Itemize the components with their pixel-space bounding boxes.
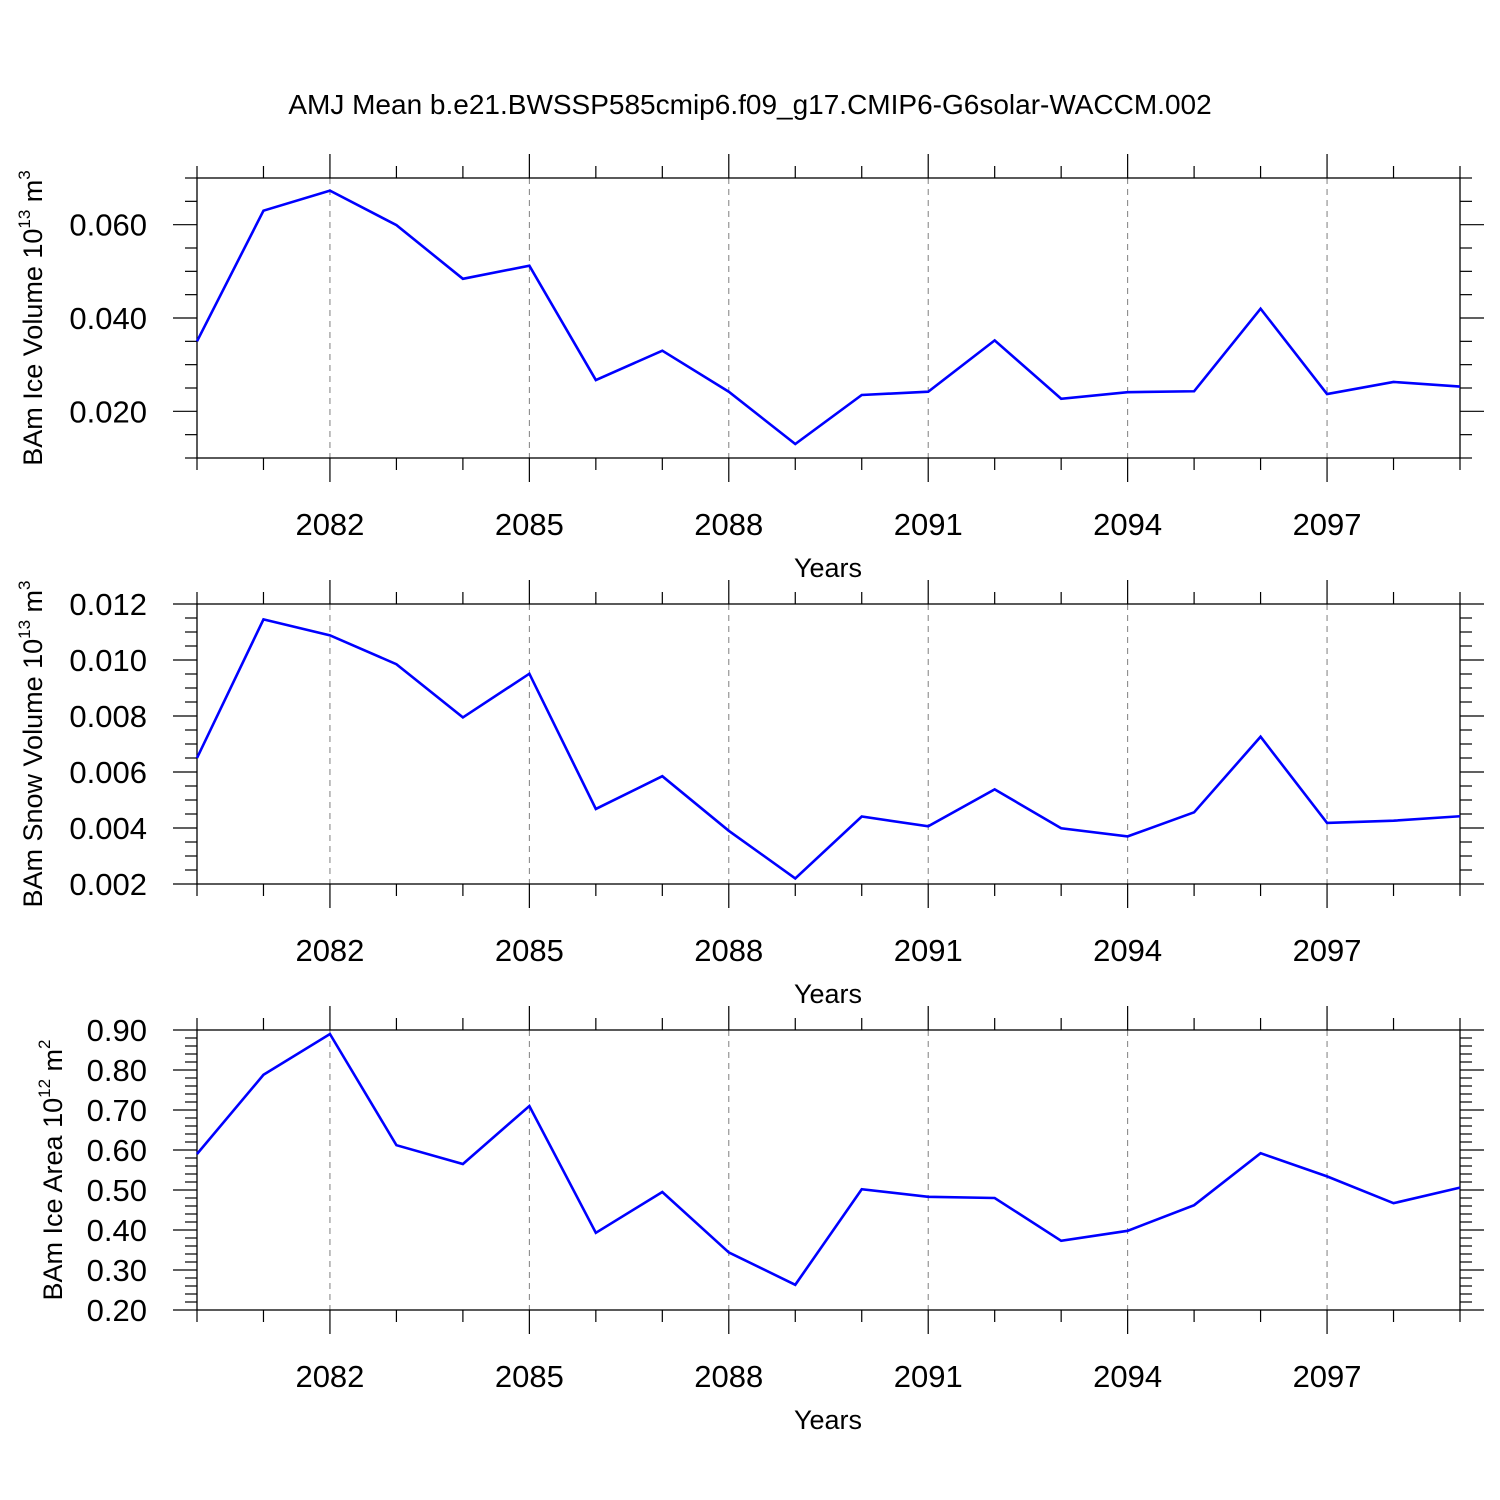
ice-area-x-tick-label: 2091 [894, 1359, 963, 1394]
snow-volume-plot: 0.002 0.004 0.006 0.008 0.010 0.012 2082 2085 20… [69, 580, 1484, 968]
snow-volume-x-tick-label: 2088 [694, 933, 763, 968]
ice-volume-plot: 0.020 0.040 0.060 2082 2085 2088 2091 2094 2097 [69, 154, 1484, 542]
snow-volume-y-tick-label: 0.004 [69, 811, 147, 846]
snow-volume-x-tick-label: 2097 [1293, 933, 1362, 968]
snow-volume-y-tick-label: 0.002 [69, 867, 147, 902]
ice-area-y-tick-label: 0.40 [87, 1213, 147, 1248]
snow-volume-plot-frame [196, 603, 1461, 885]
ice-volume-y-tick-label: 0.060 [69, 208, 147, 243]
ice-volume-x-axis-label: Years [794, 553, 862, 583]
snow-volume-series-line [195, 617, 1461, 881]
snow-volume-x-tick-label: 2085 [495, 933, 564, 968]
snow-volume-x-tick-label: 2091 [894, 933, 963, 968]
ice-volume-y-tick-label: 0.020 [69, 394, 147, 429]
snow-volume-y-axis-label: BAm Snow Volume 1013 m3 [15, 580, 48, 907]
ice-area-y-tick-label: 0.70 [87, 1093, 147, 1128]
ice-area-x-tick-label: 2085 [495, 1359, 564, 1394]
snow-volume-x-axis-label: Years [794, 979, 862, 1009]
snow-volume-y-tick-label: 0.010 [69, 643, 147, 678]
ice-area-y-tick-label: 0.50 [87, 1173, 147, 1208]
ice-area-x-tick-label: 2082 [295, 1359, 364, 1394]
ice-area-y-tick-label: 0.20 [87, 1293, 147, 1328]
ice-volume-x-tick-label: 2097 [1293, 507, 1362, 542]
ice-area-series-line [196, 1032, 1461, 1287]
ice-volume-y-tick-label: 0.040 [69, 301, 147, 336]
snow-volume-y-tick-label: 0.012 [69, 587, 147, 622]
ice-area-plot-frame [196, 1029, 1461, 1311]
ice-volume-x-tick-label: 2091 [894, 507, 963, 542]
chart-title: AMJ Mean b.e21.BWSSP585cmip6.f09_g17.CMI… [288, 89, 1211, 120]
ice-area-y-tick-label: 0.60 [87, 1133, 147, 1168]
ice-volume-x-tick-label: 2082 [295, 507, 364, 542]
ice-area-y-tick-label: 0.30 [87, 1253, 147, 1288]
ice-area-x-tick-label: 2097 [1293, 1359, 1362, 1394]
ice-volume-x-tick-label: 2088 [694, 507, 763, 542]
ice-area-x-axis-label: Years [794, 1405, 862, 1435]
ice-area-x-tick-label: 2088 [694, 1359, 763, 1394]
ice-area-x-tick-label: 2094 [1093, 1359, 1162, 1394]
panel-snow-volume: 0.002 0.004 0.006 0.008 0.010 0.012 2082 2085 20… [15, 580, 1484, 1009]
ice-volume-x-tick-label: 2094 [1093, 507, 1162, 542]
panel-ice-area: 0.20 0.30 0.40 0.50 0.60 0.70 0.80 0.90 2082 2085… [35, 1006, 1484, 1435]
ice-area-y-axis-label: BAm Ice Area 1012 m2 [35, 1040, 68, 1301]
ice-area-y-tick-label: 0.90 [87, 1013, 147, 1048]
snow-volume-x-tick-label: 2082 [295, 933, 364, 968]
snow-volume-y-tick-label: 0.008 [69, 699, 147, 734]
ice-area-y-tick-label: 0.80 [87, 1053, 147, 1088]
snow-volume-x-tick-label: 2094 [1093, 933, 1162, 968]
ice-volume-y-axis-label: BAm Ice Volume 1013 m3 [15, 170, 48, 466]
snow-volume-y-tick-label: 0.006 [69, 755, 147, 790]
ice-volume-x-tick-label: 2085 [495, 507, 564, 542]
ice-volume-series-line [195, 189, 1461, 446]
ice-area-plot: 0.20 0.30 0.40 0.50 0.60 0.70 0.80 0.90 2082 2085… [87, 1006, 1484, 1394]
